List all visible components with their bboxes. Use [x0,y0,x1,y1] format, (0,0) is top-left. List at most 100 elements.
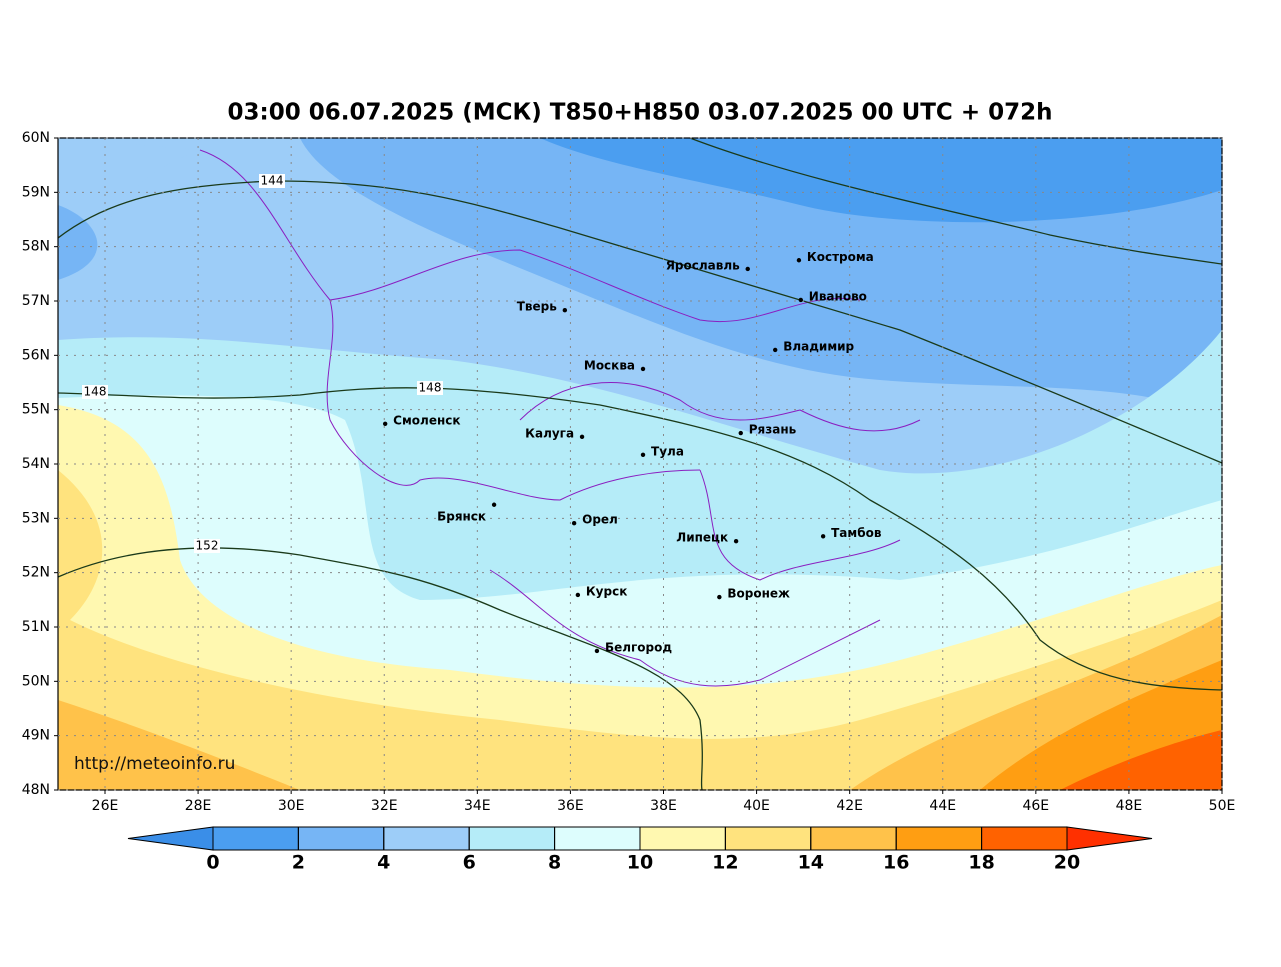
colorbar-box [724,826,812,851]
colorbar-label: 16 [883,852,909,874]
lat-tick-label: 51N [22,619,50,635]
contour-label: 144 [261,174,284,188]
lat-tick-label: 58N [22,239,50,255]
lat-tick-label: 53N [22,510,50,526]
lat-tick-label: 56N [22,347,50,363]
lon-tick-label: 42E [836,798,863,814]
contour-label-bg [417,381,443,395]
contour-label-bg [194,539,220,553]
contour-label: 148 [84,385,107,399]
colorbar-box [297,826,385,851]
city-dot [773,347,778,353]
city-dot [491,502,497,507]
contour-label-bg [259,174,285,188]
lon-tick-label: 44E [929,798,956,814]
lat-tick-label: 59N [22,184,50,200]
temperature-field [58,138,1222,790]
band [58,138,200,244]
city-dot [579,434,585,440]
city-dot [594,648,600,654]
lon-tick-label: 34E [464,798,491,814]
city-dot [382,421,388,426]
colorbar-label: 2 [292,852,305,874]
city-dot [738,430,743,436]
colorbar-label: 8 [548,852,561,874]
city-dot [733,538,739,544]
contour-label: 148 [419,381,442,395]
band [58,405,1222,790]
band [1060,730,1222,790]
city-dot [745,266,750,272]
city-label: Ярославль [666,258,740,272]
city-label: Курск [586,584,627,598]
city-label: Брянск [437,509,486,523]
city-dot [798,297,803,303]
city-dot [575,592,581,598]
lon-tick-label: 46E [1022,798,1049,814]
city-label: Москва [584,358,635,372]
colorbar-label: 14 [798,852,824,874]
colorbar-box [383,826,470,851]
colorbar-box [810,826,897,851]
city-label: Тамбов [831,526,882,540]
colorbar-box [981,826,1068,851]
lat-tick-label: 55N [22,402,50,418]
city-dot [717,594,722,600]
colorbar-label: 12 [712,852,738,874]
city-dot [640,366,646,372]
lon-tick-label: 38E [650,798,677,814]
city-label: Воронеж [727,587,790,601]
contour-label-bg [82,385,108,399]
city-dot [796,258,802,263]
lon-tick-label: 30E [278,798,305,814]
colorbar-box [468,826,556,851]
colorbar-box [639,826,726,851]
colorbar-box [554,826,641,851]
city-label: Кострома [807,250,874,264]
contour-label: 152 [196,539,219,553]
lat-tick-label: 60N [22,130,50,146]
region-borders [199,149,921,687]
band [58,700,300,790]
band [58,205,98,280]
lon-tick-label: 40E [743,798,770,814]
city-label: Тверь [517,300,558,314]
lon-tick-label: 36E [557,798,584,814]
lat-tick-label: 50N [22,673,50,689]
city-label: Белгород [605,640,672,654]
city-label: Орел [582,513,618,527]
watermark: http://meteoinfo.ru [74,754,235,774]
lon-tick-label: 50E [1209,798,1236,814]
city-dot [562,308,568,313]
band [540,138,1222,223]
colorbar-box [212,826,299,851]
city-label: Калуга [525,426,574,440]
city-label: Иваново [809,289,867,303]
lat-tick-label: 49N [22,728,50,744]
lat-tick-label: 54N [22,456,50,472]
city-label: Владимир [783,339,854,353]
colorbar-label: 0 [206,852,219,874]
city-dot [571,521,577,526]
band [58,470,1222,790]
colorbar-label: 6 [463,852,476,874]
lat-tick-label: 48N [22,782,50,798]
colorbar-label: 20 [1054,852,1080,874]
colorbar-label: 4 [377,852,390,874]
city-label: Рязань [749,423,797,437]
lon-tick-label: 28E [185,798,212,814]
lon-tick-label: 32E [371,798,398,814]
lon-tick-label: 48E [1116,798,1143,814]
title: 03:00 06.07.2025 (МСК) T850+H850 03.07.2… [227,100,1052,126]
city-label: Смоленск [393,413,460,427]
city-dot [640,452,646,457]
contours [58,138,1222,790]
city-label: Тула [651,444,684,458]
colorbar-label: 18 [968,852,994,874]
lon-tick-label: 26E [92,798,119,814]
city-dot [820,534,826,539]
colorbar-label: 10 [627,852,653,874]
lat-tick-label: 52N [22,565,50,581]
city-label: Липецк [676,531,728,545]
